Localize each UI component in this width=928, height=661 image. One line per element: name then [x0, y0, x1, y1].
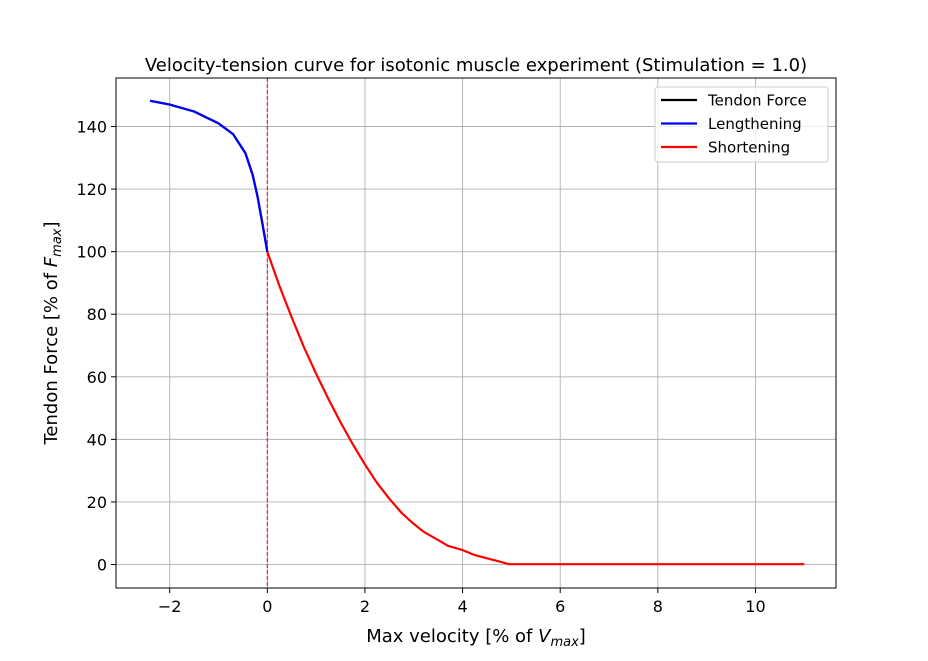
- x-tick-label: 10: [745, 597, 765, 616]
- legend-label-lengthening: Lengthening: [708, 115, 802, 133]
- x-tick-label: −2: [158, 597, 182, 616]
- x-tick-label: 6: [555, 597, 565, 616]
- x-axis-ticks: −2 0 2 4 6 8 10: [158, 588, 766, 616]
- y-tick-label: 100: [76, 243, 107, 262]
- x-tick-label: 8: [653, 597, 663, 616]
- legend-box: [654, 86, 829, 163]
- series-line-tendon-force: [149, 99, 269, 252]
- y-tick-label: 140: [76, 117, 107, 136]
- series-line-lengthening: [149, 99, 269, 252]
- series-lines: [149, 99, 805, 566]
- legend: Tendon Force Lengthening Shortening: [654, 86, 829, 163]
- legend-label-shortening: Shortening: [708, 139, 790, 157]
- y-tick-label: 120: [76, 180, 107, 199]
- y-tick-label: 60: [87, 368, 107, 387]
- y-tick-label: 40: [87, 430, 107, 449]
- plot-frame: [115, 77, 837, 589]
- series-line-shortening: [266, 251, 805, 566]
- grid: [116, 78, 836, 588]
- y-tick-label: 80: [87, 305, 107, 324]
- chart-title: Velocity-tension curve for isotonic musc…: [145, 55, 807, 76]
- y-axis-label: Tendon Force [% of Fmax]: [41, 221, 65, 445]
- y-tick-label: 20: [87, 493, 107, 512]
- y-axis-ticks: 0 20 40 60 80 100 120 140: [76, 117, 116, 575]
- y-tick-label: 0: [97, 556, 107, 575]
- x-tick-label: 0: [262, 597, 272, 616]
- legend-label-tendon-force: Tendon Force: [707, 92, 807, 110]
- x-tick-label: 4: [457, 597, 467, 616]
- x-tick-label: 2: [360, 597, 370, 616]
- x-axis-label: Max velocity [% of Vmax]: [366, 626, 586, 650]
